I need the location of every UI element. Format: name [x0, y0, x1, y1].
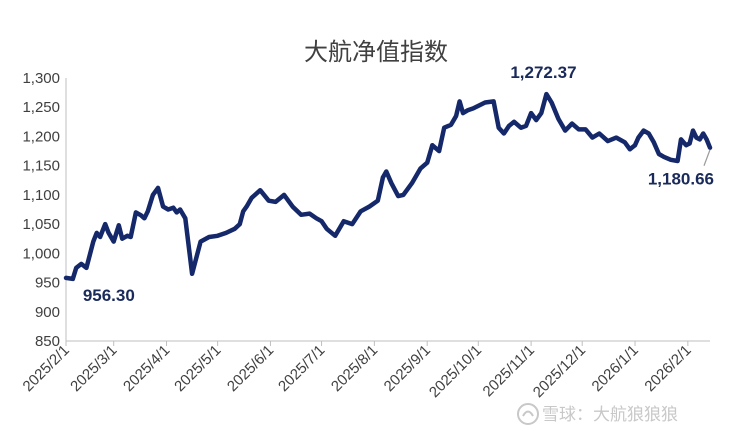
y-tick-label: 850 [35, 333, 60, 350]
last-value-label: 1,180.66 [648, 170, 714, 189]
y-tick-label: 1,050 [22, 216, 60, 233]
series-line [63, 91, 713, 282]
x-tick-label: 2026/1/1 [589, 342, 642, 395]
x-tick-label: 2025/11/1 [480, 342, 538, 400]
watermark-text: 雪球：大航狼狼狼 [542, 405, 678, 425]
x-tick-label: 2025/8/1 [328, 342, 381, 395]
x-tick-label: 2025/12/1 [530, 342, 589, 401]
snowball-logo-icon [517, 403, 539, 425]
y-tick-label: 1,000 [22, 245, 60, 262]
y-tick-label: 1,200 [22, 128, 60, 145]
y-tick-label: 1,300 [22, 70, 60, 87]
x-tick-label: 2025/3/1 [67, 342, 120, 395]
y-axis: 850 900 950 1,000 1,050 1,100 1,150 1,200 1,250 1… [22, 70, 67, 350]
x-tick-label: 2025/10/1 [426, 342, 485, 401]
x-tick-label: 2026/2/1 [641, 342, 694, 395]
x-tick-label: 2025/9/1 [381, 342, 434, 395]
x-tick-label: 2025/6/1 [224, 342, 277, 395]
chart-title: 大航净值指数 [304, 38, 448, 66]
last-value-leader-line [703, 149, 711, 166]
y-tick-label: 1,100 [22, 187, 60, 204]
y-tick-label: 900 [35, 304, 60, 321]
x-tick-label: 2025/4/1 [120, 342, 173, 395]
x-tick-label: 2025/5/1 [171, 342, 224, 395]
x-tick-label: 2025/7/1 [275, 342, 328, 395]
y-tick-label: 1,150 [22, 158, 60, 175]
watermark: 雪球：大航狼狼狼 [517, 403, 678, 425]
min-value-label: 956.30 [83, 286, 135, 305]
max-value-label: 1,272.37 [510, 63, 576, 82]
y-tick-label: 1,250 [22, 99, 60, 116]
y-tick-label: 950 [35, 275, 60, 292]
